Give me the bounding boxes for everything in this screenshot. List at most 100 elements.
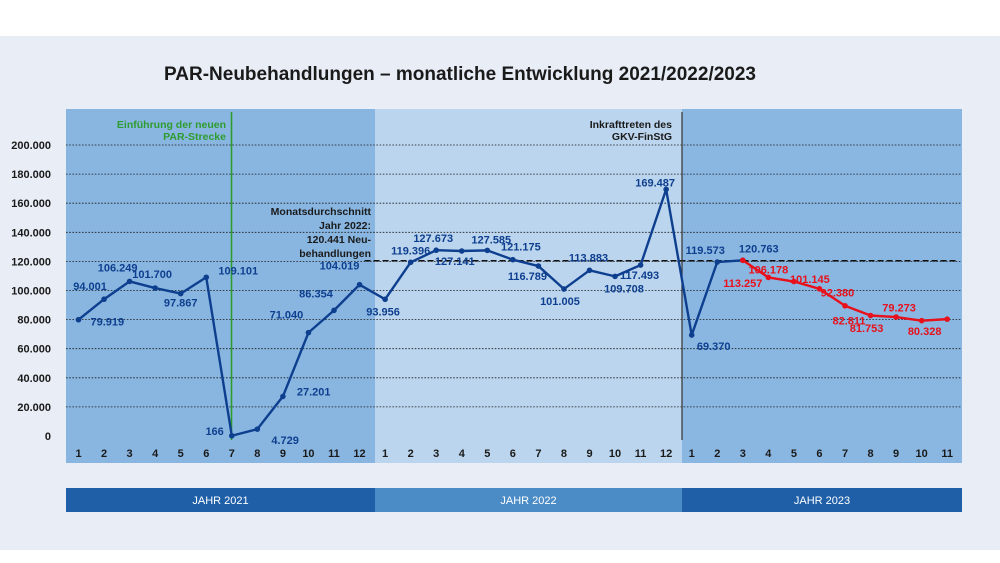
data-point <box>382 296 388 303</box>
annotation-durchschnitt: 120.441 Neu- <box>307 234 372 246</box>
data-label: 169.487 <box>635 177 675 189</box>
x-tick-label: 12 <box>353 448 365 460</box>
data-point <box>75 316 82 323</box>
year-label: JAHR 2021 <box>192 495 248 507</box>
data-label: 119.573 <box>686 245 725 257</box>
data-label: 106.178 <box>748 265 788 277</box>
data-point <box>842 302 848 309</box>
x-tick-label: 6 <box>816 448 822 460</box>
x-tick-label: 3 <box>740 448 746 460</box>
annotation-gkv: Inkrafttreten des <box>590 119 672 131</box>
data-label: 101.145 <box>790 274 830 286</box>
x-tick-label: 8 <box>561 448 567 460</box>
data-point <box>254 426 261 432</box>
data-label: 93.956 <box>366 306 400 318</box>
data-label: 119.396 <box>391 245 430 257</box>
data-point <box>484 247 491 254</box>
x-tick-label: 9 <box>280 448 286 460</box>
x-tick-label: 8 <box>867 448 873 460</box>
data-label: 106.249 <box>98 262 138 274</box>
x-tick-label: 1 <box>382 448 388 460</box>
x-tick-label: 9 <box>586 448 592 460</box>
x-tick-label: 11 <box>635 448 647 460</box>
data-point <box>918 317 925 324</box>
x-tick-label: 7 <box>229 448 235 460</box>
data-label: 104.019 <box>320 261 360 273</box>
y-tick-label: 120.000 <box>11 256 51 268</box>
data-point <box>740 257 746 264</box>
x-tick-label: 2 <box>714 448 720 460</box>
data-label: 94.001 <box>73 281 107 293</box>
x-tick-label: 5 <box>791 448 797 460</box>
data-point <box>305 329 312 336</box>
x-tick-label: 2 <box>101 448 107 460</box>
data-label: 166 <box>205 426 223 438</box>
data-point <box>714 259 721 265</box>
data-label: 101.700 <box>132 269 172 281</box>
x-tick-label: 4 <box>459 448 466 460</box>
y-tick-label: 100.000 <box>11 286 51 298</box>
year-bar-0 <box>66 488 375 512</box>
y-tick-label: 0 <box>45 431 51 443</box>
data-label: 97.867 <box>164 298 198 310</box>
data-point <box>177 290 184 297</box>
data-label: 81.753 <box>850 323 884 335</box>
data-label: 121.175 <box>501 242 541 254</box>
y-tick-label: 140.000 <box>11 227 51 239</box>
x-tick-label: 12 <box>660 448 672 460</box>
y-tick-label: 20.000 <box>17 402 51 414</box>
year-label: JAHR 2023 <box>794 495 850 507</box>
x-tick-label: 9 <box>893 448 899 460</box>
x-tick-label: 10 <box>916 448 928 460</box>
y-tick-label: 40.000 <box>17 373 51 385</box>
data-label: 109.708 <box>604 283 644 295</box>
annotation-durchschnitt: Monatsdurchschnitt <box>271 206 372 218</box>
annotation-durchschnitt: Jahr 2022: <box>319 220 371 232</box>
x-tick-label: 10 <box>302 448 314 460</box>
y-tick-label: 200.000 <box>11 140 51 152</box>
data-label: 92.380 <box>821 288 855 300</box>
chart-title: PAR-Neubehandlungen – monatliche Entwick… <box>164 64 756 85</box>
panel-2023 <box>682 109 962 463</box>
data-point <box>510 256 516 263</box>
gridlines <box>66 144 962 408</box>
data-label: 80.328 <box>908 326 942 338</box>
data-point <box>280 393 286 400</box>
data-label: 27.201 <box>297 386 331 398</box>
series-lines <box>75 186 950 439</box>
panel-2022 <box>375 109 682 463</box>
data-point <box>663 186 669 193</box>
data-point <box>407 259 414 266</box>
data-point <box>893 314 899 320</box>
x-tick-label: 3 <box>433 448 439 460</box>
data-point <box>203 274 210 281</box>
year-bars: JAHR 2021 JAHR 2022 JAHR 2023 <box>66 488 962 512</box>
data-label: 127.585 <box>471 234 511 246</box>
data-label: 101.005 <box>540 296 580 308</box>
data-point <box>944 316 950 322</box>
data-label: 71.040 <box>270 310 304 322</box>
annotation-durchschnitt: behandlungen <box>299 248 371 260</box>
x-tick-label: 7 <box>842 448 848 460</box>
x-tick-label: 1 <box>689 448 695 460</box>
data-label: 113.883 <box>569 252 608 264</box>
year-bar-1 <box>375 488 682 512</box>
x-tick-label: 11 <box>941 448 953 460</box>
x-tick-label: 5 <box>484 448 490 460</box>
annotation-par-strecke: Einführung der neuen <box>117 119 226 131</box>
x-tick-label: 8 <box>254 448 260 460</box>
data-point <box>612 273 618 280</box>
data-point <box>356 281 363 288</box>
data-point <box>816 286 823 292</box>
data-label: 82.811 <box>832 316 865 328</box>
panel-2021 <box>66 109 375 463</box>
data-label: 69.370 <box>697 341 731 353</box>
year-bar-2 <box>682 488 962 512</box>
x-tick-label: 5 <box>178 448 184 460</box>
data-point <box>688 332 695 338</box>
data-point <box>765 274 772 281</box>
y-axis: 0 20.000 40.000 60.000 80.000 100.000 120.000 1… <box>11 140 51 443</box>
data-label: 127.141 <box>435 256 475 268</box>
annotation-gkv: GKV-FinStG <box>612 131 672 143</box>
